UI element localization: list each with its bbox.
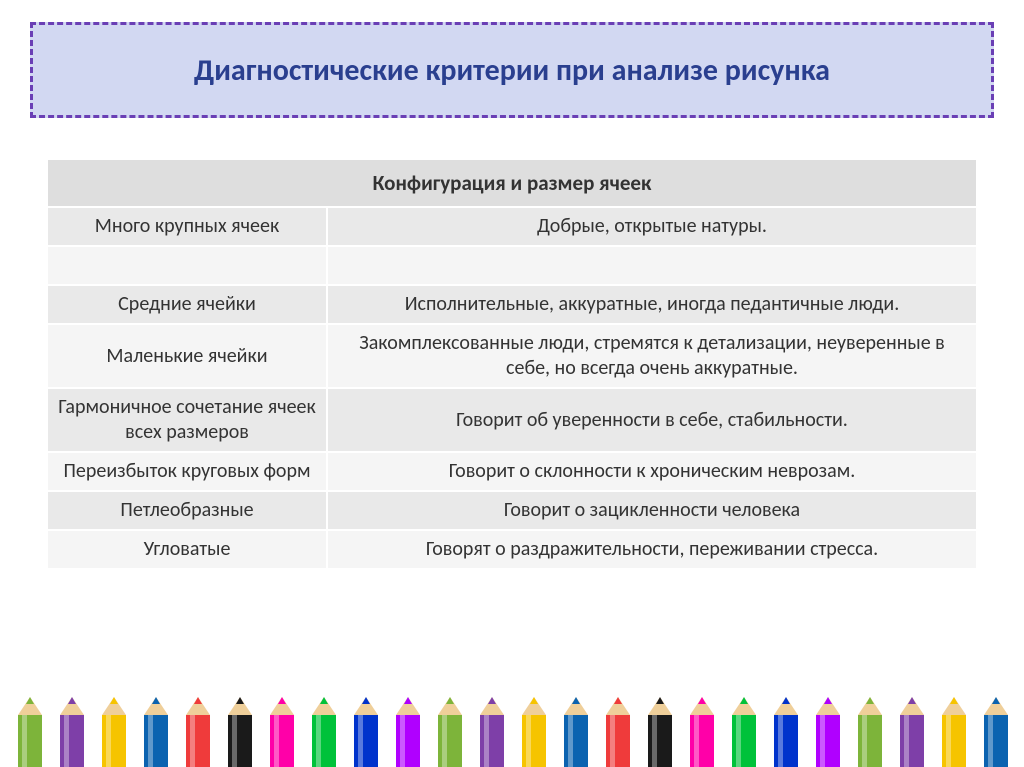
pencil-icon — [18, 697, 42, 767]
pencil-icon — [186, 697, 210, 767]
table-header-row: Конфигурация и размер ячеек — [47, 159, 977, 207]
cell-left: Угловатые — [47, 530, 327, 569]
pencil-icon — [942, 697, 966, 767]
pencil-icon — [564, 697, 588, 767]
pencil-icon — [648, 697, 672, 767]
pencil-icon — [60, 697, 84, 767]
table-row: Средние ячейки Исполнительные, аккуратны… — [47, 285, 977, 324]
cell-left: Средние ячейки — [47, 285, 327, 324]
table-row: Гармоничное сочетание ячеек всех размеро… — [47, 388, 977, 452]
pencil-icon — [228, 697, 252, 767]
pencil-icon — [354, 697, 378, 767]
cell-right: Закомплексованные люди, стремятся к дета… — [327, 324, 977, 388]
pencil-icon — [438, 697, 462, 767]
table-header: Конфигурация и размер ячеек — [47, 159, 977, 207]
cell-right: Говорит об уверенности в себе, стабильно… — [327, 388, 977, 452]
table-row: Переизбыток круговых форм Говорит о скло… — [47, 452, 977, 491]
pencil-icon — [858, 697, 882, 767]
table-row: Петлеобразные Говорит о зацикленности че… — [47, 491, 977, 530]
pencil-icon — [480, 697, 504, 767]
title-frame: Диагностические критерии при анализе рис… — [30, 22, 994, 118]
pencil-icon — [774, 697, 798, 767]
pencil-icon — [690, 697, 714, 767]
cell-left: Переизбыток круговых форм — [47, 452, 327, 491]
cell-right: Говорят о раздражительности, переживании… — [327, 530, 977, 569]
cell-right: Говорит о зацикленности человека — [327, 491, 977, 530]
pencil-icon — [816, 697, 840, 767]
pencil-icon — [522, 697, 546, 767]
page-title: Диагностические критерии при анализе рис… — [194, 52, 830, 89]
cell-left: Много крупных ячеек — [47, 207, 327, 246]
pencil-icon — [270, 697, 294, 767]
pencil-icon — [984, 697, 1008, 767]
table-row: Много крупных ячеек Добрые, открытые нат… — [47, 207, 977, 246]
table-row: Маленькие ячейки Закомплексованные люди,… — [47, 324, 977, 388]
pencil-icon — [732, 697, 756, 767]
table-row: Угловатые Говорят о раздражительности, п… — [47, 530, 977, 569]
cell-left: Маленькие ячейки — [47, 324, 327, 388]
cell-right: Добрые, открытые натуры. — [327, 207, 977, 246]
pencil-icon — [312, 697, 336, 767]
cell-left: Петлеобразные — [47, 491, 327, 530]
pencil-icon — [396, 697, 420, 767]
pencils-row — [18, 697, 1006, 767]
cell-right: Исполнительные, аккуратные, иногда педан… — [327, 285, 977, 324]
pencil-icon — [606, 697, 630, 767]
cell-right: Говорит о склонности к хроническим невро… — [327, 452, 977, 491]
cell-left: Гармоничное сочетание ячеек всех размеро… — [47, 388, 327, 452]
cell-right — [327, 246, 977, 285]
criteria-table: Конфигурация и размер ячеек Много крупны… — [46, 158, 978, 570]
slide: Диагностические критерии при анализе рис… — [0, 0, 1024, 767]
cell-left — [47, 246, 327, 285]
pencil-icon — [900, 697, 924, 767]
pencil-icon — [144, 697, 168, 767]
pencil-icon — [102, 697, 126, 767]
table-row — [47, 246, 977, 285]
